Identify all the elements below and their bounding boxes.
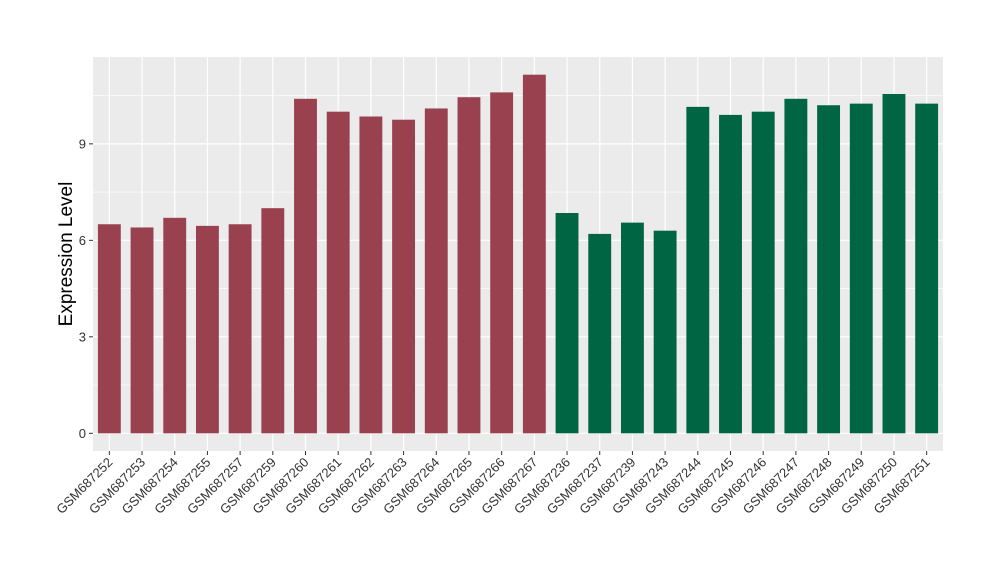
bar-GSM687248 — [817, 105, 841, 434]
bar-GSM687266 — [490, 92, 514, 434]
bar-GSM687267 — [522, 74, 546, 434]
y-tick-label: 0 — [79, 426, 86, 441]
bar-GSM687257 — [228, 224, 252, 434]
x-axis: GSM687252GSM687253GSM687254GSM687255GSM6… — [53, 451, 933, 517]
bar-GSM687239 — [620, 222, 644, 434]
bar-GSM687245 — [719, 114, 742, 434]
plot-panel — [93, 57, 943, 451]
bar-GSM687254 — [163, 217, 187, 434]
y-tick-label: 6 — [79, 233, 86, 248]
bar-GSM687236 — [555, 212, 579, 434]
bar-GSM687250 — [882, 93, 906, 434]
bar-GSM687262 — [359, 116, 383, 434]
bar-GSM687261 — [326, 111, 350, 434]
y-tick-label: 3 — [79, 329, 86, 344]
bar-GSM687260 — [294, 98, 317, 434]
bars — [97, 74, 939, 434]
bar-GSM687249 — [849, 103, 873, 434]
bar-GSM687255 — [195, 225, 219, 434]
bar-GSM687251 — [915, 103, 939, 434]
y-tick-label: 9 — [79, 136, 86, 151]
bar-GSM687244 — [686, 106, 710, 434]
bar-GSM687246 — [751, 111, 775, 434]
bar-GSM687253 — [130, 227, 154, 434]
bar-GSM687243 — [653, 230, 677, 434]
bar-GSM687252 — [97, 224, 121, 434]
y-axis-title: Expression Level — [56, 182, 77, 327]
bar-GSM687265 — [457, 97, 481, 434]
y-axis: 0 3 6 9 — [79, 136, 93, 441]
bar-GSM687259 — [261, 208, 285, 434]
bar-GSM687237 — [588, 233, 612, 434]
bar-GSM687247 — [784, 98, 808, 434]
bar-GSM687263 — [392, 119, 416, 434]
bar-GSM687264 — [424, 108, 448, 434]
